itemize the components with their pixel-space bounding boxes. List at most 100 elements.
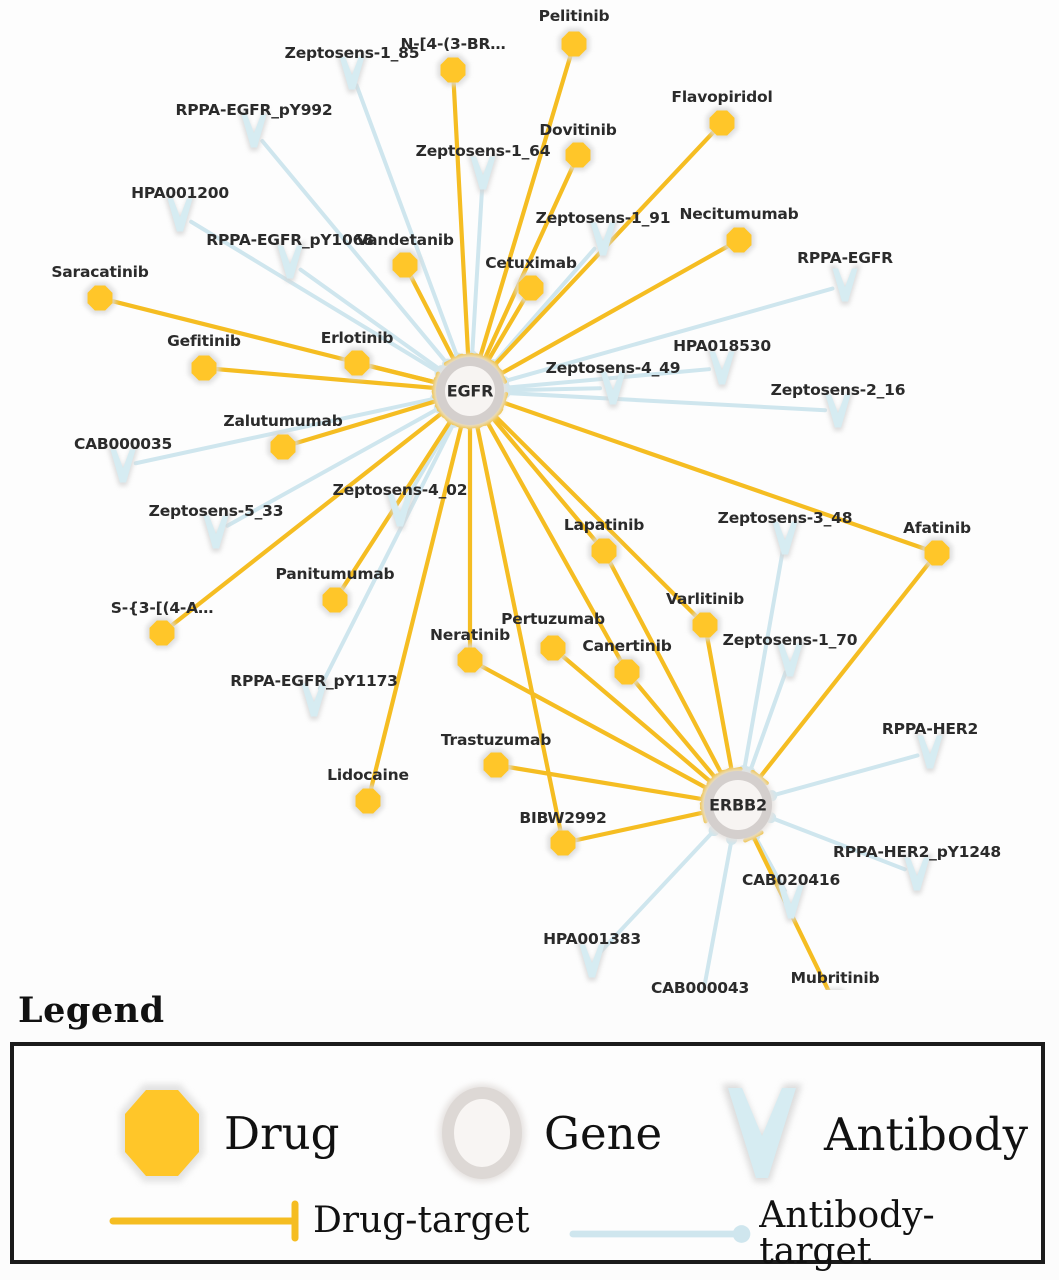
drug-target-edge[interactable] xyxy=(214,367,438,391)
drug-node-shape[interactable] xyxy=(344,350,370,376)
drug-target-edge[interactable] xyxy=(506,765,706,802)
antibody-node[interactable] xyxy=(769,518,801,558)
antibody-node-shape[interactable] xyxy=(203,515,229,549)
antibody-target-edge[interactable] xyxy=(260,138,450,367)
antibody-node[interactable] xyxy=(298,680,330,720)
drug-node[interactable] xyxy=(547,827,579,859)
drug-target-edge[interactable] xyxy=(369,422,464,791)
drug-node[interactable] xyxy=(515,272,547,304)
drug-node[interactable] xyxy=(611,656,643,688)
antibody-node[interactable] xyxy=(384,490,416,530)
drug-node[interactable] xyxy=(267,431,299,463)
antibody-node-shape[interactable] xyxy=(590,222,616,256)
drug-node-shape[interactable] xyxy=(270,434,296,460)
antibody-node[interactable] xyxy=(829,265,861,305)
drug-node[interactable] xyxy=(319,584,351,616)
antibody-node-shape[interactable] xyxy=(772,521,798,555)
antibody-node[interactable] xyxy=(901,854,933,894)
antibody-node-shape[interactable] xyxy=(778,885,804,919)
drug-target-edge[interactable] xyxy=(451,80,471,359)
drug-target-edge[interactable] xyxy=(573,810,706,843)
drug-node[interactable] xyxy=(341,347,373,379)
antibody-node-shape[interactable] xyxy=(825,394,851,428)
drug-target-edge[interactable] xyxy=(560,654,714,785)
antibody-node[interactable] xyxy=(914,732,946,772)
drug-node-shape[interactable] xyxy=(550,830,576,856)
drug-node-shape[interactable] xyxy=(322,587,348,613)
drug-node[interactable] xyxy=(188,352,220,384)
drug-node[interactable] xyxy=(921,537,953,569)
drug-node[interactable] xyxy=(389,249,421,281)
antibody-node-shape[interactable] xyxy=(709,351,735,385)
drug-target-edge[interactable] xyxy=(498,244,730,376)
drug-node-shape[interactable] xyxy=(540,635,566,661)
antibody-target-edge[interactable] xyxy=(502,390,828,413)
drug-node-shape[interactable] xyxy=(457,647,483,673)
antibody-target-edge[interactable] xyxy=(189,219,443,375)
antibody-target-edge[interactable] xyxy=(470,183,485,359)
antibody-node-shape[interactable] xyxy=(777,643,803,677)
drug-target-edge[interactable] xyxy=(477,54,573,360)
drug-target-edge[interactable] xyxy=(293,398,439,446)
drug-node[interactable] xyxy=(588,535,620,567)
drug-target-edge[interactable] xyxy=(482,164,575,362)
antibody-target-edge[interactable] xyxy=(133,396,438,466)
antibody-node-shape[interactable] xyxy=(167,198,193,232)
antibody-node[interactable] xyxy=(107,446,139,486)
drug-target-edge[interactable] xyxy=(485,297,527,363)
drug-node[interactable] xyxy=(352,785,384,817)
antibody-node[interactable] xyxy=(706,348,738,388)
antibody-target-edge[interactable] xyxy=(752,833,787,893)
antibody-node-shape[interactable] xyxy=(579,944,605,978)
gene-node[interactable] xyxy=(433,354,507,428)
drug-node[interactable] xyxy=(819,988,850,990)
drug-target-edge[interactable] xyxy=(705,635,734,773)
drug-node-shape[interactable] xyxy=(87,285,113,311)
drug-target-edge[interactable] xyxy=(607,560,724,777)
drug-node[interactable] xyxy=(146,617,178,649)
drug-node-shape[interactable] xyxy=(355,788,381,814)
drug-node[interactable] xyxy=(454,644,486,676)
antibody-node[interactable] xyxy=(822,391,854,431)
antibody-node-shape[interactable] xyxy=(110,449,136,483)
drug-node-shape[interactable] xyxy=(726,227,752,253)
antibody-target-edge[interactable] xyxy=(742,548,785,773)
antibody-node[interactable] xyxy=(587,219,619,259)
antibody-node-shape[interactable] xyxy=(832,268,858,302)
drug-node[interactable] xyxy=(537,632,569,664)
drug-target-edge[interactable] xyxy=(408,274,457,362)
drug-node-shape[interactable] xyxy=(614,659,640,685)
antibody-node-shape[interactable] xyxy=(600,371,626,405)
antibody-node-shape[interactable] xyxy=(387,493,413,527)
antibody-node-shape[interactable] xyxy=(470,156,496,190)
drug-target-edge[interactable] xyxy=(170,410,445,628)
drug-target-edge[interactable] xyxy=(474,423,563,833)
antibody-node-shape[interactable] xyxy=(301,683,327,717)
antibody-target-edge[interactable] xyxy=(598,828,717,954)
drug-node-shape[interactable] xyxy=(692,612,718,638)
drug-node[interactable] xyxy=(480,749,512,781)
antibody-node-shape[interactable] xyxy=(904,857,930,891)
antibody-node[interactable] xyxy=(238,111,270,151)
gene-node-core[interactable] xyxy=(713,780,763,830)
antibody-node-shape[interactable] xyxy=(277,245,303,279)
drug-target-edge[interactable] xyxy=(757,561,932,780)
drug-node-shape[interactable] xyxy=(709,110,735,136)
drug-node-shape[interactable] xyxy=(191,355,217,381)
drug-node-shape[interactable] xyxy=(561,31,587,57)
antibody-target-edge[interactable] xyxy=(502,386,603,393)
antibody-node[interactable] xyxy=(200,512,232,552)
drug-target-edge[interactable] xyxy=(367,364,439,385)
antibody-node[interactable] xyxy=(274,242,306,282)
drug-node[interactable] xyxy=(706,107,738,139)
antibody-target-edge[interactable] xyxy=(501,286,835,384)
antibody-node[interactable] xyxy=(775,882,807,922)
antibody-target-edge[interactable] xyxy=(769,753,920,798)
drug-node-shape[interactable] xyxy=(565,142,591,168)
antibody-node[interactable] xyxy=(467,153,499,193)
antibody-target-edge[interactable] xyxy=(701,837,734,990)
drug-node[interactable] xyxy=(562,139,594,171)
antibody-target-edge[interactable] xyxy=(225,405,442,528)
drug-target-edge[interactable] xyxy=(492,413,698,618)
antibody-target-edge[interactable] xyxy=(317,420,457,691)
